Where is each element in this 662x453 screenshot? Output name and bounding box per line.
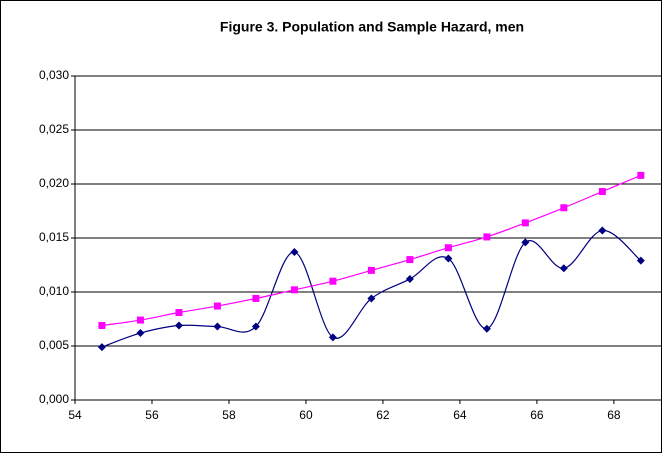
y-tick-label: 0,000 xyxy=(39,392,69,406)
marker xyxy=(444,254,453,263)
marker xyxy=(367,294,376,303)
x-tick-label: 66 xyxy=(530,408,544,422)
marker xyxy=(175,309,183,317)
marker xyxy=(328,333,337,342)
marker xyxy=(406,256,414,264)
marker xyxy=(136,329,145,338)
y-tick-label: 0,030 xyxy=(39,68,69,82)
plot-area xyxy=(97,171,645,352)
marker xyxy=(213,322,222,331)
y-tick-label: 0,010 xyxy=(39,284,69,298)
x-tick-label: 56 xyxy=(145,408,159,422)
marker xyxy=(213,302,221,310)
marker xyxy=(136,316,144,324)
marker xyxy=(98,321,106,329)
x-tick-label: 64 xyxy=(453,408,467,422)
marker xyxy=(560,204,568,212)
y-tick-label: 0,020 xyxy=(39,176,69,190)
chart-title: Figure 3. Population and Sample Hazard, … xyxy=(220,19,524,35)
marker xyxy=(405,275,414,284)
marker xyxy=(637,171,645,179)
marker xyxy=(636,256,645,265)
marker xyxy=(329,277,337,285)
marker xyxy=(483,233,491,241)
y-tick-label: 0,015 xyxy=(39,230,69,244)
marker xyxy=(598,188,606,196)
marker xyxy=(97,343,106,352)
y-tick-label: 0,005 xyxy=(39,338,69,352)
marker xyxy=(174,321,183,330)
x-tick-label: 60 xyxy=(299,408,313,422)
marker xyxy=(598,226,607,235)
marker xyxy=(290,286,298,294)
marker xyxy=(251,322,260,331)
x-tick-label: 54 xyxy=(68,408,82,422)
marker xyxy=(482,324,491,333)
marker xyxy=(367,266,375,274)
x-tick-label: 68 xyxy=(607,408,621,422)
marker xyxy=(521,219,529,227)
y-tick-label: 0,025 xyxy=(39,122,69,136)
x-tick-label: 58 xyxy=(222,408,236,422)
marker xyxy=(290,248,299,257)
marker xyxy=(444,244,452,252)
marker xyxy=(252,294,260,302)
marker xyxy=(559,264,568,273)
x-tick-label: 62 xyxy=(376,408,390,422)
marker xyxy=(521,238,530,247)
